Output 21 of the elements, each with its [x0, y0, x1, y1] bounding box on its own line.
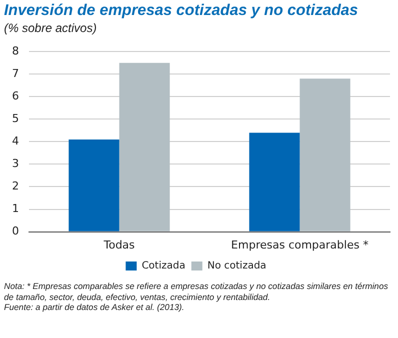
- legend-label: Cotizada: [142, 260, 186, 272]
- legend-label: No cotizada: [207, 260, 266, 272]
- chart-subtitle: (% sobre activos): [4, 21, 98, 35]
- source-note: Fuente: a partir de datos de Asker et al. (2013).: [4, 302, 186, 312]
- y-tick-label: 3: [12, 157, 19, 170]
- y-tick-label: 0: [12, 224, 19, 238]
- text: Nota: * Empresas comparables se refiere a empresas cotizadas y no cotizadas similares en términos de tamaño, sector, deuda, efectivo, ventas, crecimiento y rentabilidad.: [4, 281, 390, 302]
- bar: [249, 132, 300, 232]
- y-tick-label: 7: [12, 66, 19, 80]
- y-tick-label: 8: [12, 44, 19, 58]
- bar: [300, 78, 350, 232]
- y-tick-label: 5: [12, 112, 19, 126]
- x-tick-label: Empresas comparables *: [231, 238, 369, 252]
- chart-title: Inversión de empresas cotizadas y no cotizadas: [4, 2, 360, 20]
- y-tick-label: 6: [12, 90, 19, 103]
- x-tick-label: Todas: [102, 238, 136, 252]
- y-tick-label: 1: [12, 202, 19, 216]
- bar: [68, 139, 120, 232]
- bar: [119, 62, 170, 232]
- y-tick-label: 4: [12, 134, 19, 148]
- y-tick-label: 2: [12, 180, 19, 193]
